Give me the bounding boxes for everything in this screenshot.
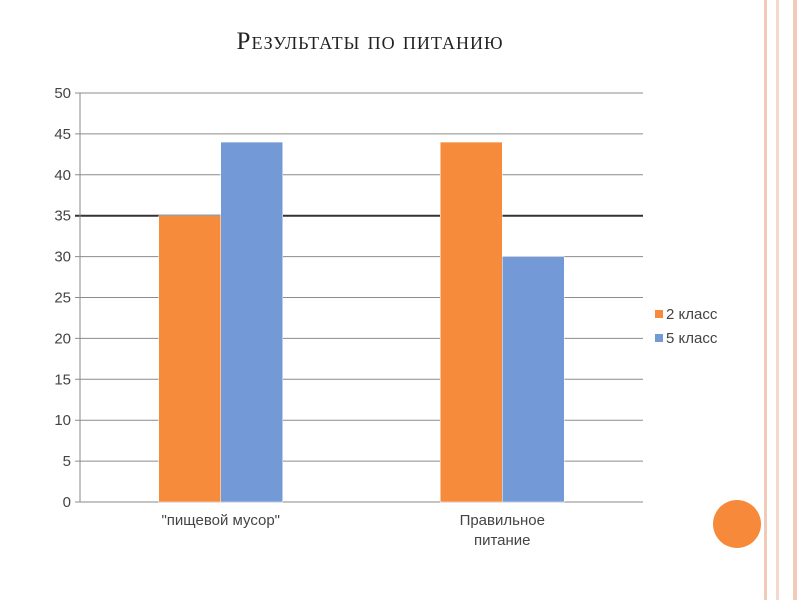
slide-title: Результаты по питанию <box>236 28 504 55</box>
legend-item-series-1: 2 класс <box>655 302 717 326</box>
bar-1-series-2 <box>220 141 283 503</box>
y-tick-label-35: 35 <box>54 208 71 225</box>
decorative-orange-circle <box>713 500 761 548</box>
bar-2-series-2 <box>502 256 565 503</box>
legend-swatch-series-1 <box>655 310 663 318</box>
frame-line-middle <box>776 0 779 600</box>
y-tick-label-40: 40 <box>54 167 71 184</box>
legend-label-series-2: 5 класс <box>666 329 718 347</box>
bar-1-series-1 <box>158 215 221 503</box>
bar-2-series-1 <box>440 141 503 503</box>
y-tick-label-5: 5 <box>63 453 71 470</box>
y-tick-label-0: 0 <box>63 494 71 511</box>
legend-swatch-series-2 <box>655 334 663 342</box>
chart-legend: 2 класс 5 класс <box>655 302 717 350</box>
y-tick-label-45: 45 <box>54 126 71 143</box>
y-tick-label-50: 50 <box>54 85 71 102</box>
frame-line-right <box>793 0 797 600</box>
y-tick-label-25: 25 <box>54 290 71 307</box>
frame-line-left <box>764 0 767 600</box>
y-tick-label-20: 20 <box>54 330 71 347</box>
x-category-label-1: "пищевой мусор" <box>161 512 280 529</box>
legend-item-series-2: 5 класс <box>655 326 717 350</box>
y-tick-label-30: 30 <box>54 249 71 266</box>
y-tick-label-15: 15 <box>54 371 71 388</box>
x-category-label-2: Правильное питание <box>460 512 545 549</box>
legend-label-series-1: 2 класс <box>666 305 718 323</box>
y-tick-label-10: 10 <box>54 412 71 429</box>
